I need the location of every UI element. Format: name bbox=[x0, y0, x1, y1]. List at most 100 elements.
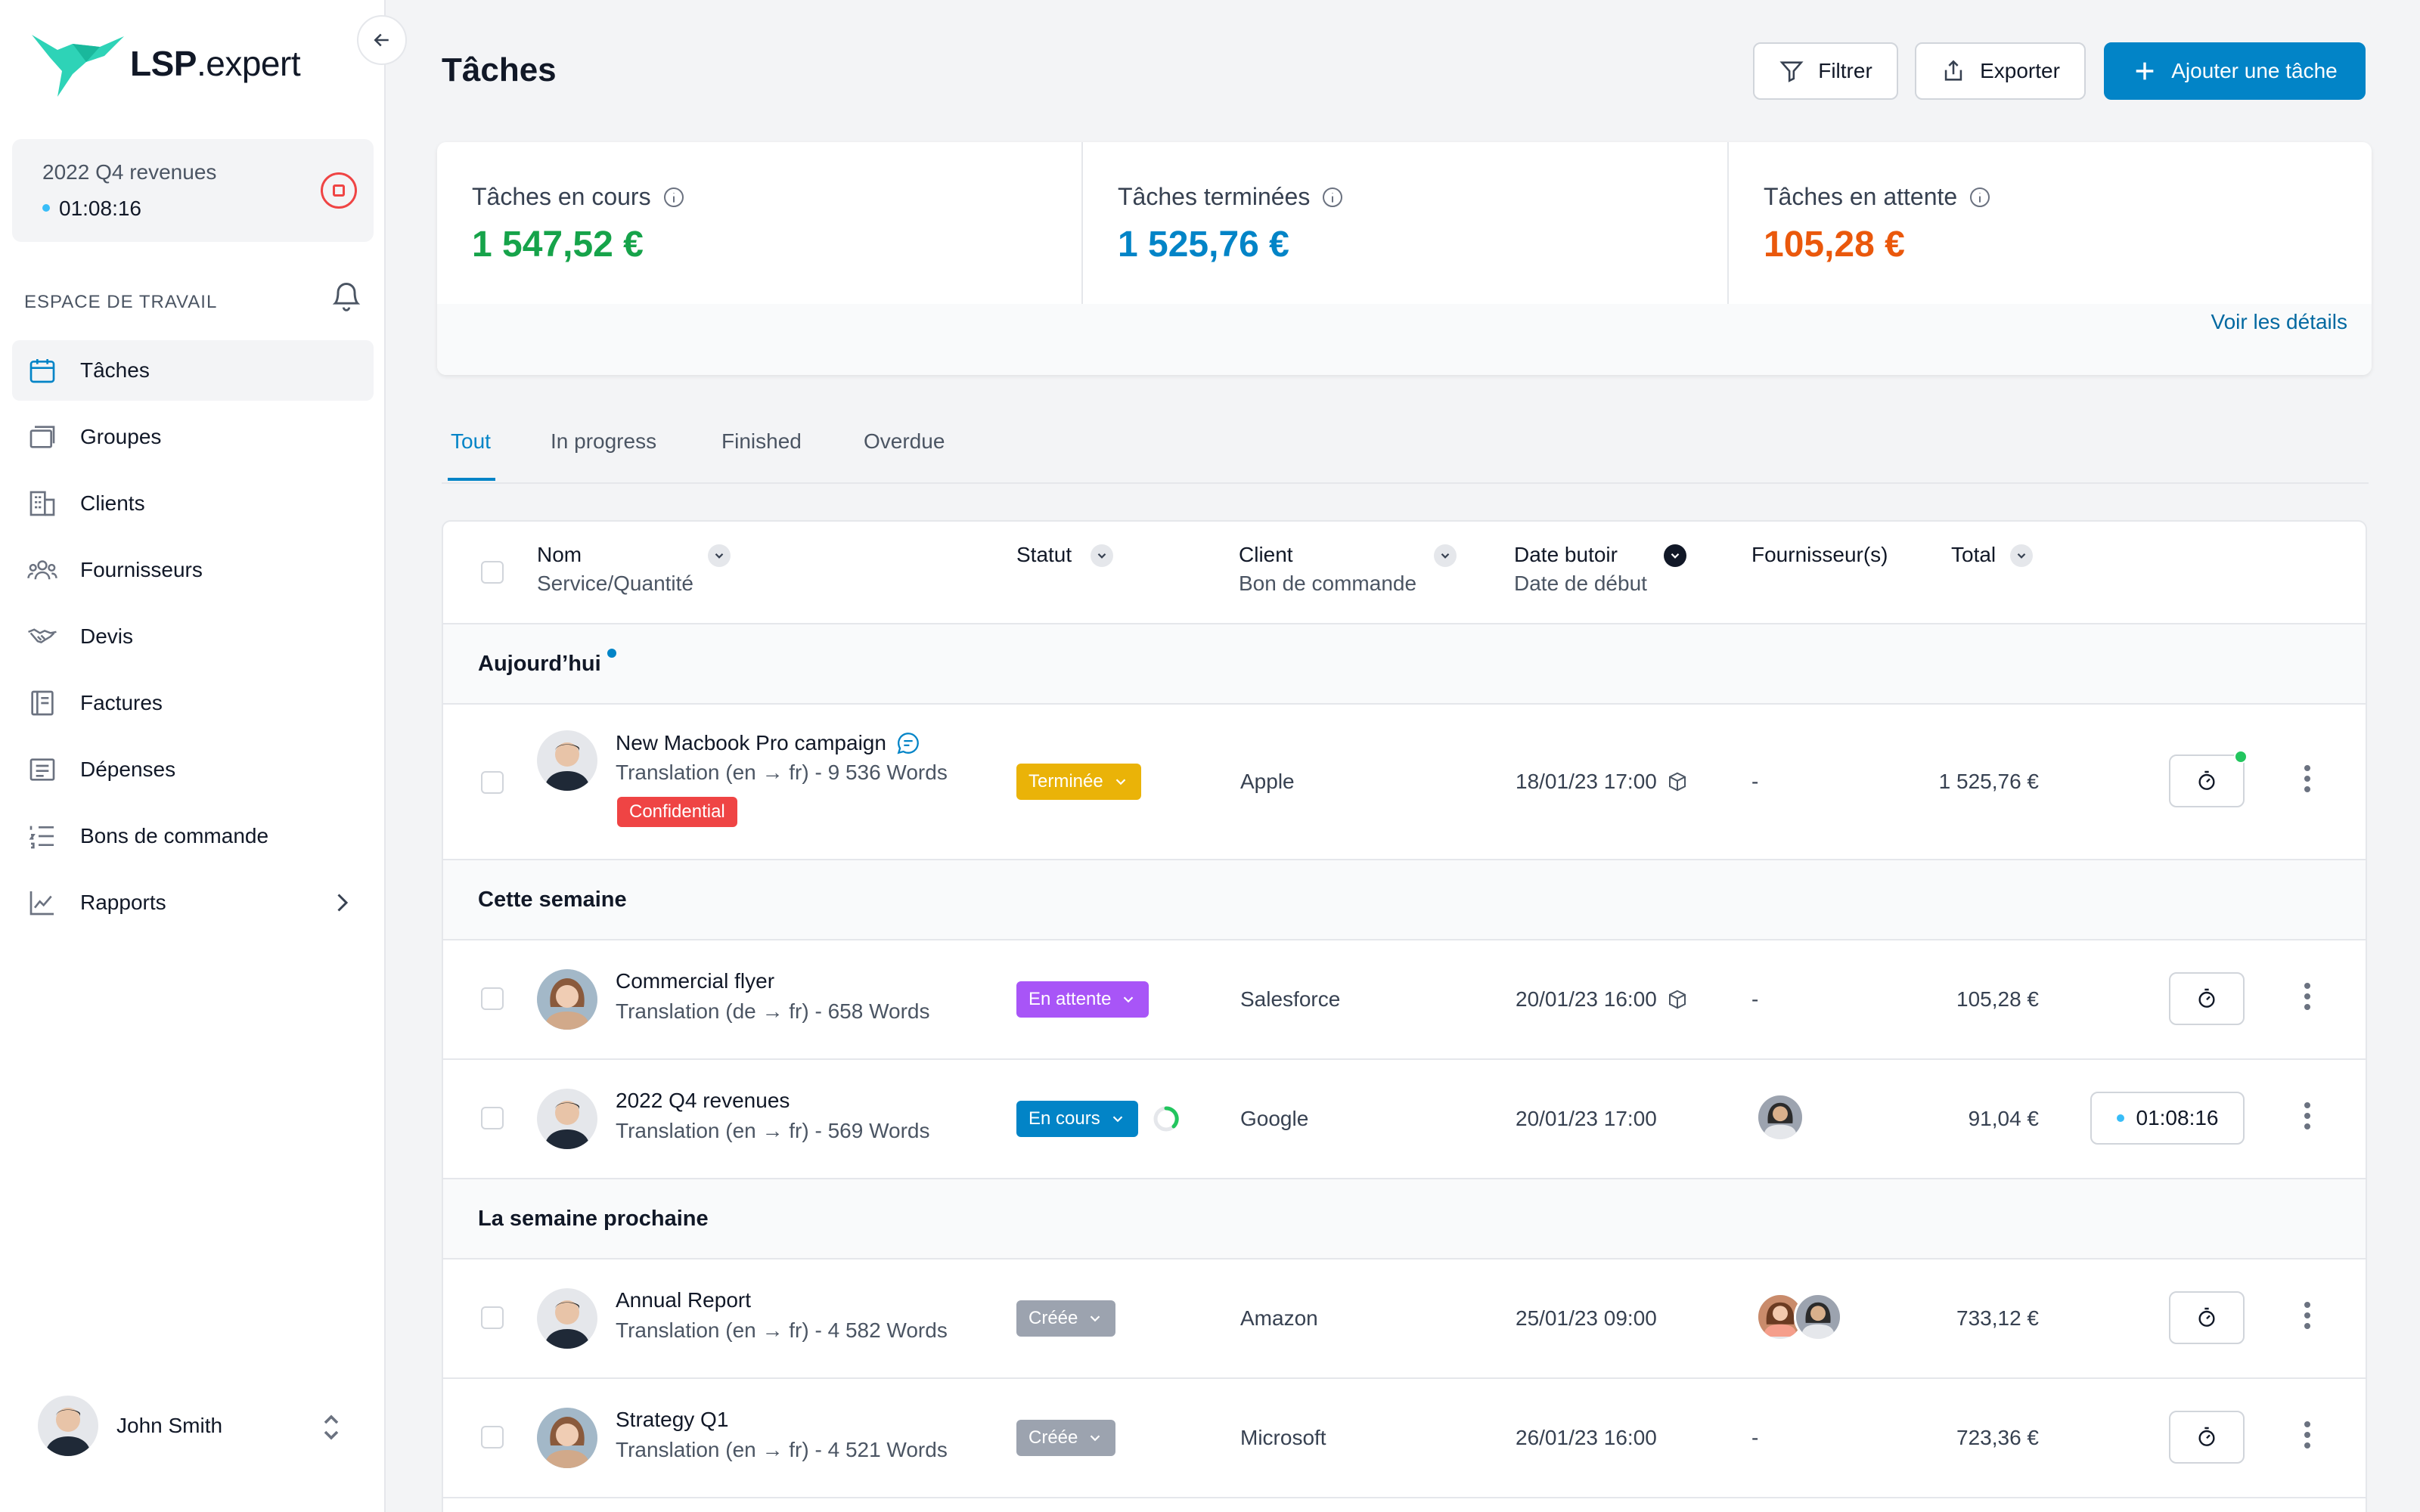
building-icon bbox=[27, 488, 57, 519]
start-timer-button[interactable] bbox=[2169, 1411, 2245, 1464]
sidebar: LSP.expert 2022 Q4 revenues 01:08:16 ESP… bbox=[0, 0, 386, 1512]
sidebar-item-fournisseurs[interactable]: Fournisseurs bbox=[12, 540, 374, 600]
suppliers-empty: - bbox=[1751, 1426, 1759, 1449]
divider bbox=[1727, 142, 1729, 304]
chevron-down-icon[interactable] bbox=[1434, 544, 1457, 567]
export-icon bbox=[1941, 58, 1966, 84]
select-all-checkbox[interactable] bbox=[481, 561, 504, 584]
group-label: La semaine prochaine bbox=[478, 1207, 709, 1231]
task-name[interactable]: Annual Report bbox=[616, 1288, 752, 1312]
column-deadline[interactable]: Date butoir Date de début bbox=[1514, 543, 1647, 596]
more-options-icon[interactable] bbox=[2304, 1102, 2311, 1129]
chevron-down-icon[interactable] bbox=[1091, 544, 1113, 567]
stop-timer-icon[interactable] bbox=[321, 172, 357, 209]
table-row[interactable]: Commercial flyer Translation (de → fr) -… bbox=[443, 940, 2366, 1060]
task-name[interactable]: Strategy Q1 bbox=[616, 1408, 729, 1431]
timer-value: 01:08:16 bbox=[2136, 1106, 2219, 1129]
task-total: 1 525,76 € bbox=[1938, 770, 2039, 793]
more-options-icon[interactable] bbox=[2304, 983, 2311, 1010]
filter-button[interactable]: Filtrer bbox=[1753, 42, 1898, 100]
column-client-label: Client bbox=[1239, 543, 1293, 566]
add-task-button[interactable]: Ajouter une tâche bbox=[2104, 42, 2366, 100]
sidebar-item-rapports[interactable]: Rapports bbox=[12, 872, 374, 933]
supplier-avatar[interactable] bbox=[1794, 1293, 1842, 1341]
logo-rest: .expert bbox=[196, 44, 301, 83]
stopwatch-icon bbox=[2195, 769, 2219, 793]
invoice-icon bbox=[27, 688, 57, 718]
client-name: Google bbox=[1240, 1107, 1309, 1130]
user-menu[interactable]: John Smith bbox=[38, 1396, 222, 1456]
column-total[interactable]: Total bbox=[1951, 543, 1996, 566]
sidebar-item-groupes[interactable]: Groupes bbox=[12, 407, 374, 467]
table-row[interactable]: Strategy Q1 Translation (en → fr) - 4 52… bbox=[443, 1379, 2366, 1498]
table-row[interactable]: 2022 Q4 revenues Translation (en → fr) -… bbox=[443, 1060, 2366, 1179]
tab-finished[interactable]: Finished bbox=[721, 429, 802, 453]
row-checkbox[interactable] bbox=[481, 771, 504, 794]
chevron-down-icon[interactable] bbox=[1664, 544, 1686, 567]
status-dropdown[interactable]: Terminée bbox=[1016, 764, 1141, 800]
tab-in-progress[interactable]: In progress bbox=[551, 429, 657, 453]
active-timer-card[interactable]: 2022 Q4 revenues 01:08:16 bbox=[12, 139, 374, 242]
status-dropdown[interactable]: Créée bbox=[1016, 1300, 1116, 1337]
chevron-up-down-icon[interactable] bbox=[319, 1412, 343, 1446]
sidebar-nav: Tâches Groupes Clients Fournisseurs Devi… bbox=[12, 340, 374, 939]
table-row[interactable]: New Macbook Pro campaign Translation (en… bbox=[443, 705, 2366, 860]
column-name-label: Nom bbox=[537, 543, 582, 566]
task-name[interactable]: 2022 Q4 revenues bbox=[616, 1089, 790, 1112]
chart-line-icon bbox=[27, 888, 57, 918]
column-name[interactable]: Nom Service/Quantité bbox=[537, 543, 693, 596]
collapse-sidebar-button[interactable] bbox=[357, 15, 407, 65]
status-dropdown[interactable]: En attente bbox=[1016, 981, 1150, 1018]
tab-overdue[interactable]: Overdue bbox=[864, 429, 945, 453]
start-timer-button[interactable] bbox=[2169, 750, 2248, 807]
row-checkbox[interactable] bbox=[481, 987, 504, 1010]
users-icon bbox=[27, 555, 57, 585]
column-client[interactable]: Client Bon de commande bbox=[1239, 543, 1416, 596]
task-name[interactable]: Commercial flyer bbox=[616, 969, 775, 993]
status-dropdown[interactable]: Créée bbox=[1016, 1420, 1116, 1456]
info-icon[interactable] bbox=[1320, 185, 1345, 209]
client-name: Microsoft bbox=[1240, 1426, 1326, 1449]
chevron-down-icon[interactable] bbox=[708, 544, 731, 567]
deadline: 20/01/23 17:00 bbox=[1516, 1107, 1657, 1130]
export-button[interactable]: Exporter bbox=[1915, 42, 2086, 100]
info-icon[interactable] bbox=[662, 185, 686, 209]
stats-card: Tâches en cours 1 547,52 € Tâches termin… bbox=[437, 142, 2372, 375]
start-timer-button[interactable] bbox=[2169, 972, 2245, 1025]
row-checkbox[interactable] bbox=[481, 1426, 504, 1448]
tab-tout[interactable]: Tout bbox=[448, 429, 495, 481]
chevron-down-icon[interactable] bbox=[2010, 544, 2033, 567]
task-total: 105,28 € bbox=[1956, 987, 2039, 1011]
sidebar-item-devis[interactable]: Devis bbox=[12, 606, 374, 667]
info-icon[interactable] bbox=[1968, 185, 1992, 209]
status-label: Créée bbox=[1028, 1308, 1078, 1328]
comment-icon[interactable] bbox=[895, 730, 921, 756]
stats-footer bbox=[437, 304, 2372, 375]
sidebar-item-taches[interactable]: Tâches bbox=[12, 340, 374, 401]
stat-label: Tâches en attente bbox=[1764, 183, 1958, 210]
table-row[interactable]: Annual Report Translation (en → fr) - 4 … bbox=[443, 1259, 2366, 1379]
filter-icon bbox=[1779, 58, 1804, 84]
sidebar-item-label: Factures bbox=[80, 691, 163, 714]
more-options-icon[interactable] bbox=[2304, 765, 2311, 792]
supplier-avatar[interactable] bbox=[1756, 1093, 1804, 1142]
column-suppliers[interactable]: Fournisseur(s) bbox=[1751, 543, 1888, 566]
sidebar-item-factures[interactable]: Factures bbox=[12, 673, 374, 733]
bell-icon[interactable] bbox=[330, 280, 363, 317]
sidebar-item-depenses[interactable]: Dépenses bbox=[12, 739, 374, 800]
row-checkbox[interactable] bbox=[481, 1107, 504, 1129]
running-timer-button[interactable]: 01:08:16 bbox=[2090, 1092, 2245, 1145]
start-timer-button[interactable] bbox=[2169, 1291, 2245, 1344]
status-label: En attente bbox=[1028, 989, 1112, 1009]
logo[interactable]: LSP.expert bbox=[27, 27, 301, 100]
status-dropdown[interactable]: En cours bbox=[1016, 1101, 1138, 1137]
row-checkbox[interactable] bbox=[481, 1306, 504, 1329]
sidebar-item-clients[interactable]: Clients bbox=[12, 473, 374, 534]
sidebar-item-bons-de-commande[interactable]: Bons de commande bbox=[12, 806, 374, 866]
more-options-icon[interactable] bbox=[2304, 1302, 2311, 1329]
view-details-link[interactable]: Voir les détails bbox=[2211, 310, 2347, 333]
chevron-down-icon bbox=[1087, 1430, 1103, 1446]
more-options-icon[interactable] bbox=[2304, 1421, 2311, 1448]
column-status[interactable]: Statut bbox=[1016, 543, 1072, 566]
task-name[interactable]: New Macbook Pro campaign bbox=[616, 731, 886, 754]
